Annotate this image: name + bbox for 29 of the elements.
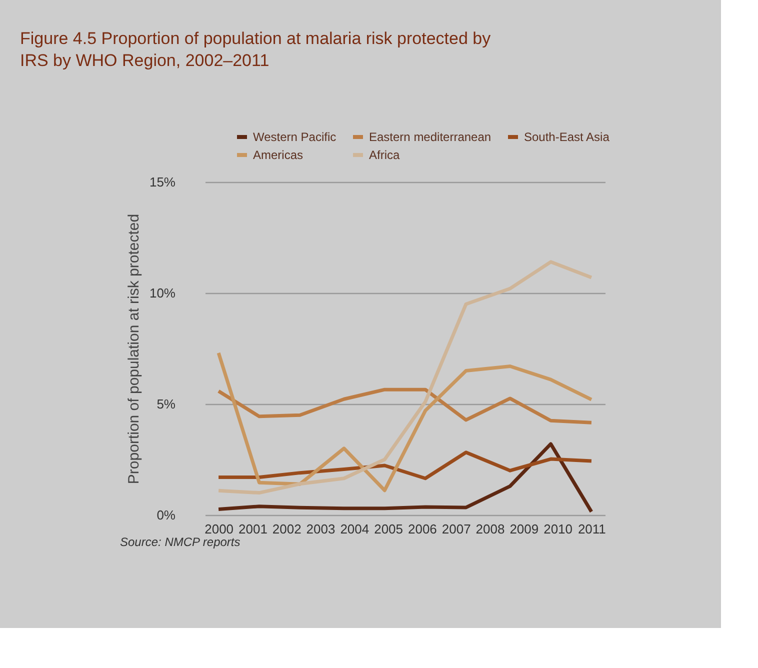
x-tick-label: 2007 (442, 522, 471, 536)
x-tick-label: 2004 (340, 522, 370, 536)
y-tick-label: 15% (149, 174, 176, 190)
legend-label: Africa (369, 148, 400, 162)
line-series (216, 351, 594, 492)
y-axis-title: Proportion of population at risk protected (125, 214, 142, 484)
chart-title: Figure 4.5 Proportion of population at malaria risk protected by IRS by WHO Region, 2002–2011 (20, 29, 492, 70)
x-tick-label: 2001 (238, 522, 268, 536)
x-tick-label: 2006 (408, 522, 437, 536)
line-series (216, 388, 594, 424)
line-series (216, 442, 594, 514)
legend-label: Western Pacific (253, 130, 336, 144)
x-tick-label: 2010 (544, 522, 573, 536)
x-tick-label: 2009 (510, 522, 539, 536)
x-tick-label: 2000 (204, 522, 234, 536)
y-tick-label: 5% (156, 396, 176, 412)
line-series (216, 260, 594, 495)
legend-label: Americas (253, 148, 304, 162)
source-note: Source: NMCP reports (120, 535, 240, 549)
legend-label: South-East Asia (524, 130, 610, 144)
x-tick-label: 2005 (374, 522, 404, 536)
line-series (216, 450, 594, 480)
y-tick-label: 10% (149, 286, 176, 300)
x-tick-label: 2008 (476, 522, 505, 536)
legend-label: Eastern mediterranean (369, 130, 492, 144)
x-tick-label: 2003 (306, 522, 336, 536)
y-tick-label: 0% (156, 508, 176, 522)
x-tick-label: 2002 (272, 522, 302, 536)
x-tick-label: 2011 (578, 522, 606, 536)
